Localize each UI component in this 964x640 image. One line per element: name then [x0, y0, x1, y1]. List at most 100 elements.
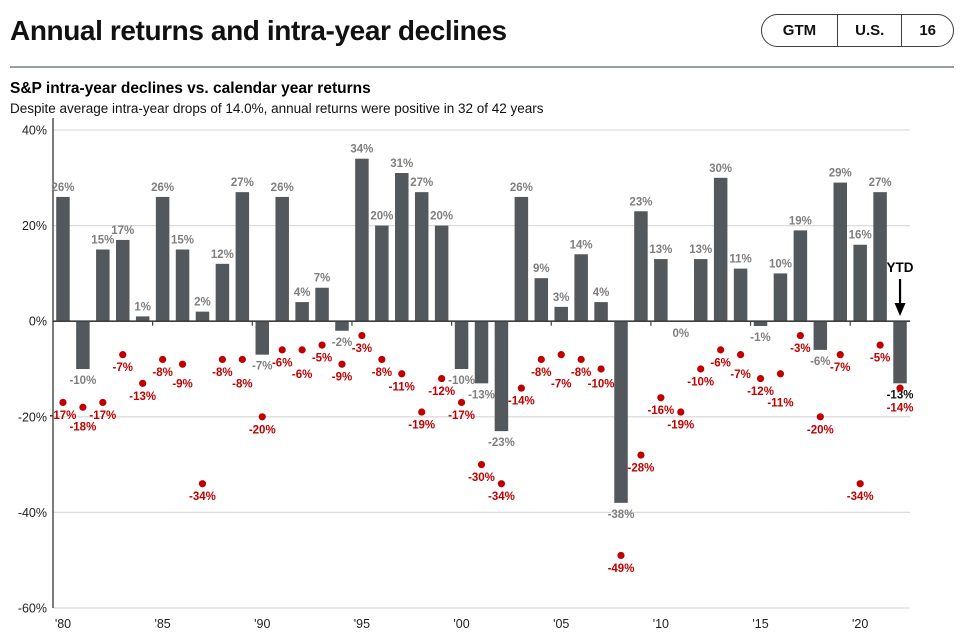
bar-2008 — [614, 321, 628, 503]
x-tick-label: '90 — [254, 617, 270, 631]
decline-dot-2006 — [577, 355, 585, 364]
bar-label: 7% — [314, 273, 331, 285]
bar-label: 27% — [869, 177, 892, 189]
tab-page-number[interactable]: 16 — [901, 15, 953, 46]
decline-dot-YTD — [896, 384, 904, 392]
bar-1997 — [395, 173, 409, 322]
decline-label: -6% — [710, 357, 730, 369]
bar-2004 — [534, 278, 549, 322]
bar-label: 13% — [689, 244, 712, 256]
bar-2016 — [773, 273, 788, 322]
bar-1986 — [175, 249, 190, 322]
bar-1999 — [434, 225, 449, 322]
decline-label: -28% — [628, 463, 655, 475]
y-tick-label: 0% — [29, 315, 47, 329]
decline-dot-2010 — [657, 394, 665, 402]
bar-label: 27% — [410, 177, 433, 189]
bar-label: -6% — [810, 356, 830, 368]
bar-1982 — [96, 249, 110, 322]
decline-label: -12% — [747, 386, 774, 398]
decline-dot-2020 — [856, 480, 864, 488]
decline-label: -17% — [448, 410, 475, 422]
decline-label: -9% — [172, 378, 192, 390]
bar-1983 — [116, 239, 130, 322]
bar-1998 — [414, 192, 429, 322]
bar-2001 — [474, 321, 489, 384]
decline-dot-2011 — [677, 408, 685, 416]
decline-dot-2004 — [537, 355, 545, 364]
decline-label: -17% — [50, 410, 77, 422]
decline-label: -6% — [292, 369, 312, 381]
bar-label: 19% — [789, 215, 812, 227]
bar-label: 31% — [390, 158, 413, 170]
ytd-arrowhead-icon — [894, 303, 906, 316]
decline-dot-1990 — [258, 413, 266, 421]
bar-2021 — [873, 192, 887, 322]
bar-1985 — [155, 196, 170, 322]
decline-dot-2007 — [597, 365, 605, 373]
decline-dot-1982 — [99, 398, 107, 407]
decline-dot-2021 — [876, 341, 884, 349]
y-tick-label: 20% — [22, 219, 47, 233]
bar-label: 30% — [709, 163, 732, 175]
bar-2019 — [833, 182, 847, 322]
decline-dot-2012 — [697, 365, 705, 373]
y-tick-label: -40% — [18, 506, 47, 520]
bar-label: 20% — [370, 211, 393, 223]
decline-label: -5% — [312, 353, 332, 365]
decline-label: -19% — [408, 420, 435, 432]
bar-label: 13% — [649, 244, 672, 256]
decline-dot-1980 — [59, 398, 67, 407]
bar-label: 16% — [849, 230, 872, 242]
bar-label: -1% — [750, 332, 770, 344]
decline-dot-2019 — [836, 351, 844, 359]
x-tick-label: '00 — [453, 617, 469, 631]
bar-label: 14% — [570, 239, 593, 251]
decline-label: -3% — [352, 343, 372, 355]
decline-dot-1994 — [338, 360, 346, 368]
bar-label: 26% — [151, 182, 174, 194]
decline-dot-1993 — [318, 341, 326, 349]
decline-label: -5% — [870, 353, 890, 365]
bar-1993 — [315, 287, 329, 322]
bar-label: -10% — [448, 375, 475, 387]
y-tick-label: -20% — [18, 410, 47, 424]
y-tick-label: 40% — [22, 124, 47, 138]
bar-label: 26% — [271, 182, 294, 194]
bar-1991 — [275, 196, 289, 322]
decline-label: -20% — [249, 424, 276, 436]
bar-1984 — [135, 316, 150, 322]
decline-dot-1991 — [278, 346, 286, 354]
bar-label: -23% — [488, 437, 515, 449]
bar-label: 34% — [350, 144, 373, 156]
decline-dot-2001 — [477, 461, 486, 469]
decline-label: -10% — [687, 377, 714, 389]
bar-1990 — [255, 321, 270, 355]
decline-label: -18% — [69, 421, 96, 433]
bar-label: 15% — [91, 235, 114, 247]
bar-1987 — [195, 311, 210, 322]
bar-YTD — [893, 321, 907, 384]
bar-label: -10% — [69, 375, 96, 387]
tab-us[interactable]: U.S. — [837, 15, 901, 46]
decline-label: -8% — [232, 378, 252, 390]
decline-label: -8% — [212, 367, 232, 379]
decline-label: -7% — [730, 369, 750, 381]
decline-dot-1984 — [139, 379, 147, 387]
bar-2005 — [554, 306, 568, 322]
decline-dot-2013 — [717, 346, 725, 354]
decline-label: -34% — [189, 491, 216, 503]
decline-dot-1992 — [298, 346, 306, 354]
bar-2003 — [514, 196, 529, 322]
decline-label: -13% — [129, 391, 156, 403]
tab-gtm[interactable]: GTM — [782, 22, 817, 39]
decline-dot-2016 — [776, 370, 785, 378]
bar-label: 27% — [231, 177, 254, 189]
bar-2002 — [494, 321, 509, 432]
bar-2007 — [594, 302, 608, 322]
decline-dot-1997 — [398, 370, 406, 378]
decline-label: -20% — [807, 424, 834, 436]
decline-dot-1981 — [79, 403, 87, 411]
decline-label: -49% — [608, 563, 635, 575]
decline-dot-2017 — [796, 331, 804, 340]
